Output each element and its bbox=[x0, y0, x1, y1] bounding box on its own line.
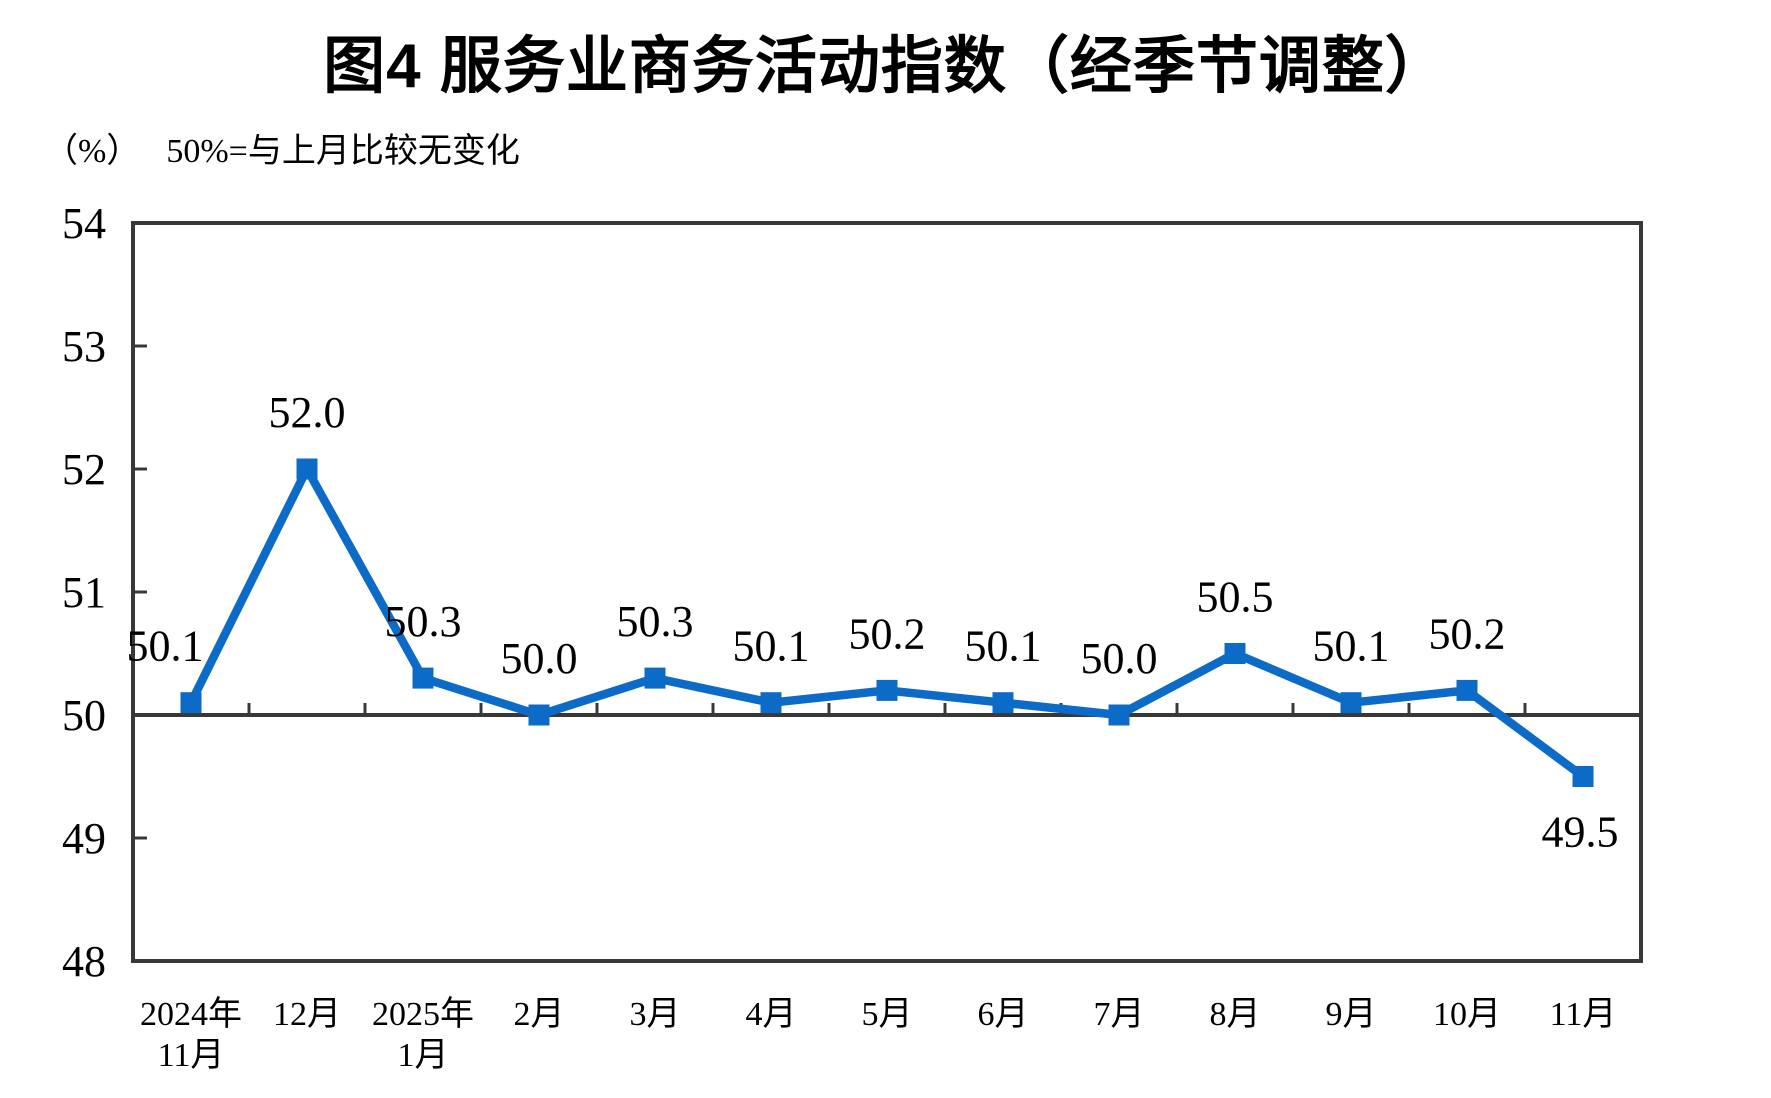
axis-unit-and-note: （%） 50%=与上月比较无变化 bbox=[44, 132, 520, 173]
y-axis-tick-label: 54 bbox=[62, 199, 106, 248]
data-label: 50.0 bbox=[501, 634, 578, 683]
y-axis-tick-label: 52 bbox=[62, 445, 106, 494]
data-point-marker bbox=[644, 667, 666, 689]
data-point-marker bbox=[992, 692, 1014, 714]
data-label: 50.1 bbox=[965, 622, 1042, 671]
data-label: 50.1 bbox=[127, 622, 204, 671]
x-axis-category-label: 12月 bbox=[273, 996, 341, 1033]
y-axis-tick-label: 48 bbox=[62, 937, 106, 986]
y-axis-tick-label: 49 bbox=[62, 814, 106, 863]
y-axis-tick-label: 53 bbox=[62, 322, 106, 371]
data-label: 50.2 bbox=[849, 609, 926, 658]
data-point-marker bbox=[1108, 704, 1130, 726]
data-point-marker bbox=[760, 692, 782, 714]
data-label: 50.1 bbox=[1313, 622, 1390, 671]
x-axis-category-label: 9月 bbox=[1326, 996, 1377, 1033]
data-label: 49.5 bbox=[1542, 808, 1619, 857]
reference-line-note: 50%=与上月比较无变化 bbox=[166, 133, 520, 170]
data-point-marker bbox=[1340, 692, 1362, 714]
data-label: 50.3 bbox=[385, 597, 462, 646]
x-axis-category-label: 8月 bbox=[1210, 996, 1261, 1033]
data-label: 50.0 bbox=[1081, 634, 1158, 683]
x-axis-category-label: 3月 bbox=[630, 996, 681, 1033]
x-axis-category-label: 1月 bbox=[398, 1037, 449, 1074]
x-axis-category-label: 2月 bbox=[514, 996, 565, 1033]
data-label: 50.1 bbox=[733, 622, 810, 671]
plot-border bbox=[131, 221, 1643, 963]
y-axis-tick-label: 50 bbox=[62, 691, 106, 740]
x-axis-category-label: 10月 bbox=[1433, 996, 1501, 1033]
x-axis-category-label: 6月 bbox=[978, 996, 1029, 1033]
x-axis-category-label: 2024年 bbox=[140, 995, 242, 1033]
data-label: 50.5 bbox=[1197, 573, 1274, 622]
chart-title: 图4 服务业商务活动指数（经季节调整） bbox=[323, 32, 1448, 101]
data-point-marker bbox=[296, 458, 318, 480]
y-axis-unit-label: （%） bbox=[44, 133, 141, 170]
data-point-marker bbox=[180, 692, 202, 714]
x-axis-category-label: 5月 bbox=[862, 996, 913, 1033]
x-axis-category-label: 11月 bbox=[1550, 996, 1617, 1033]
data-point-marker bbox=[412, 667, 434, 689]
x-axis-category-label: 4月 bbox=[746, 996, 797, 1033]
data-point-marker bbox=[876, 679, 898, 701]
data-point-marker bbox=[1572, 766, 1594, 787]
data-label: 52.0 bbox=[269, 388, 346, 437]
y-axis-tick-label: 51 bbox=[62, 568, 106, 617]
data-point-marker bbox=[528, 704, 550, 726]
data-point-marker bbox=[1456, 679, 1478, 701]
data-point-marker bbox=[1224, 643, 1246, 664]
x-axis-category-label: 11月 bbox=[158, 1037, 225, 1074]
data-label: 50.3 bbox=[617, 597, 694, 646]
data-label: 50.2 bbox=[1429, 609, 1506, 658]
x-axis-category-label: 2025年 bbox=[372, 995, 474, 1033]
x-axis-category-label: 7月 bbox=[1094, 996, 1145, 1033]
